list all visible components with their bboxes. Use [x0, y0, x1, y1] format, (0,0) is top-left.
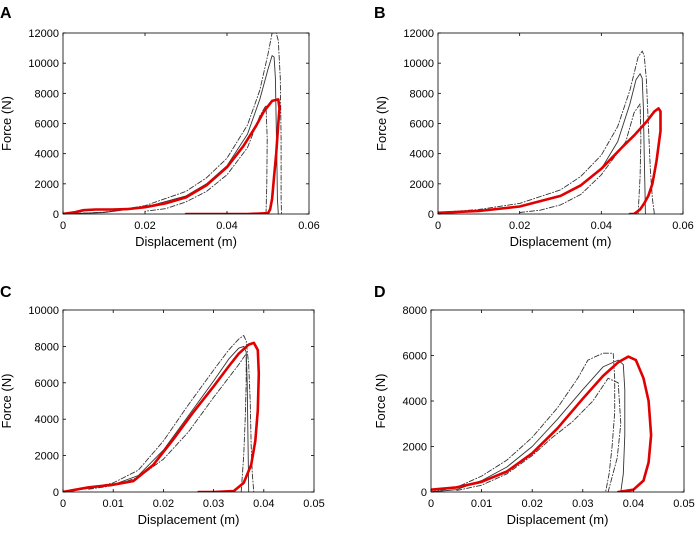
y-tick-label: 2000 [35, 179, 59, 191]
x-tick-label: 0.02 [509, 220, 530, 232]
series-mean [438, 73, 646, 214]
panel-c: C Displacement (m) Force (N) 0 0.01 0.02 0.… [0, 284, 325, 527]
y-tick-label: 4000 [403, 396, 427, 408]
y-tick-label: 10000 [28, 58, 59, 70]
x-tick-label: 0.01 [471, 498, 492, 510]
series-upper-bound [438, 50, 655, 214]
y-tick-label: 2000 [410, 179, 434, 191]
y-axis-label: Force (N) [374, 96, 389, 151]
series-experiment [438, 107, 662, 214]
x-axis-label: Displacement (m) [135, 234, 237, 249]
series-lower-bound [519, 103, 642, 214]
series-upper-bound [431, 352, 616, 492]
panel-label: C [0, 284, 12, 301]
x-tick-label: 0.06 [298, 220, 319, 232]
y-tick-label: 8000 [410, 88, 434, 100]
y-tick-label: 0 [53, 487, 59, 499]
y-tick-label: 6000 [35, 119, 59, 131]
series-experiment [63, 341, 261, 492]
series-experiment [63, 98, 281, 214]
y-tick-label: 12000 [403, 28, 434, 40]
x-tick-label: 0.04 [591, 220, 612, 232]
x-axis-label: Displacement (m) [138, 512, 240, 527]
y-tick-label: 8000 [403, 305, 427, 317]
y-tick-label: 10000 [403, 58, 434, 70]
y-tick-label: 0 [421, 487, 427, 499]
axes-box [430, 309, 685, 493]
y-tick-label: 4000 [410, 149, 434, 161]
series-lower-bound [144, 104, 268, 214]
x-tick-label: 0 [60, 498, 66, 510]
y-tick-label: 10000 [28, 305, 59, 317]
x-tick-label: 0.06 [672, 220, 693, 232]
series-mean [63, 55, 279, 214]
panel-label: D [374, 284, 386, 301]
series-upper-bound [63, 33, 282, 214]
panel-d: D Displacement (m) Force (N) 0 0.01 0.02 0.… [373, 284, 695, 527]
panel-label: A [0, 5, 12, 22]
x-tick-label: 0 [435, 220, 441, 232]
y-axis-label: Force (N) [373, 374, 388, 429]
series-upper-bound [63, 335, 255, 492]
x-tick-label: 0.05 [673, 498, 694, 510]
y-tick-label: 4000 [35, 414, 59, 426]
y-tick-label: 6000 [410, 119, 434, 131]
x-tick-label: 0.05 [303, 498, 324, 510]
series-mean [431, 359, 626, 492]
x-tick-label: 0.04 [253, 498, 274, 510]
y-tick-label: 8000 [35, 88, 59, 100]
y-tick-label: 12000 [28, 28, 59, 40]
x-tick-label: 0 [428, 498, 434, 510]
y-tick-label: 2000 [35, 451, 59, 463]
x-tick-label: 0.04 [216, 220, 237, 232]
x-tick-label: 0.02 [134, 220, 155, 232]
y-tick-label: 0 [53, 209, 59, 221]
x-axis-label: Displacement (m) [510, 234, 612, 249]
axes-box [62, 309, 315, 493]
series-mean [63, 345, 250, 492]
y-tick-label: 6000 [35, 378, 59, 390]
panel-a: A Displacement (m) Force (N) 0 0.02 0.04 0.… [0, 5, 320, 249]
y-tick-label: 4000 [35, 149, 59, 161]
y-tick-label: 2000 [403, 442, 427, 454]
series-experiment [431, 355, 653, 492]
x-tick-label: 0.03 [572, 498, 593, 510]
y-tick-label: 0 [428, 209, 434, 221]
series-lower-bound [455, 377, 622, 492]
x-axis-label: Displacement (m) [507, 512, 609, 527]
panel-label: B [374, 5, 386, 22]
x-tick-label: 0 [60, 220, 66, 232]
x-tick-label: 0.02 [153, 498, 174, 510]
panel-b: B Displacement (m) Force (N) 0 0.02 0.04 0.… [374, 5, 694, 249]
x-tick-label: 0.04 [623, 498, 644, 510]
y-axis-label: Force (N) [0, 96, 14, 151]
y-axis-label: Force (N) [0, 374, 14, 429]
x-tick-label: 0.03 [203, 498, 224, 510]
y-tick-label: 8000 [35, 341, 59, 353]
x-tick-label: 0.02 [521, 498, 542, 510]
x-tick-label: 0.01 [102, 498, 123, 510]
y-tick-label: 6000 [403, 351, 427, 363]
